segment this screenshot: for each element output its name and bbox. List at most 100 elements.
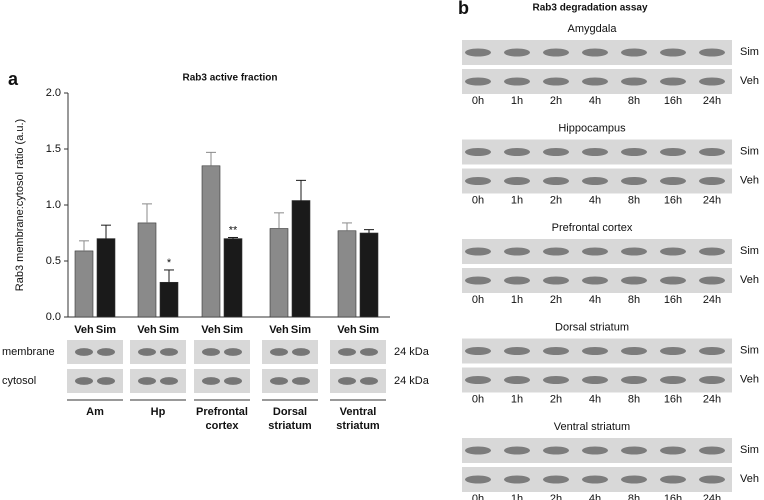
timepoint: 4h	[589, 194, 601, 206]
series-label: Sim	[159, 324, 179, 336]
x-tick-line: Prefrontal	[196, 406, 248, 418]
y-tick-label: 1.0	[46, 199, 61, 211]
timepoint: 2h	[550, 194, 562, 206]
error-bar	[206, 151, 216, 166]
band	[338, 348, 356, 356]
band	[465, 347, 491, 355]
row-label: Veh	[740, 274, 759, 286]
band	[75, 377, 93, 385]
timepoint: 4h	[589, 493, 601, 500]
significance: **	[229, 224, 238, 236]
series-label: Sim	[359, 324, 379, 336]
band	[543, 48, 569, 57]
band	[621, 77, 647, 86]
y-tick-label: 1.5	[46, 143, 61, 155]
band	[582, 347, 608, 355]
band	[543, 347, 569, 355]
band	[504, 148, 530, 156]
x-tick-line: Dorsal	[273, 406, 307, 418]
blot-row-label: membrane	[2, 346, 55, 358]
band	[582, 276, 608, 285]
bar	[291, 200, 311, 318]
x-tick-line: striatum	[268, 420, 312, 432]
band	[582, 376, 608, 384]
band	[465, 177, 491, 185]
band	[621, 247, 647, 256]
timepoint: 1h	[511, 393, 523, 405]
band	[97, 377, 115, 385]
row-label: Sim	[740, 46, 759, 58]
band	[699, 77, 725, 86]
timepoint: 2h	[550, 393, 562, 405]
band	[224, 377, 242, 385]
band	[621, 376, 647, 384]
bar	[223, 238, 243, 318]
band	[465, 148, 491, 156]
x-tick-label: Dorsal striatum	[268, 406, 312, 432]
band	[360, 348, 378, 356]
band	[504, 177, 530, 185]
panel-label: b	[458, 0, 469, 18]
timepoint: 0h	[472, 194, 484, 206]
band	[699, 446, 725, 455]
timepoint: 8h	[628, 294, 640, 306]
band	[621, 276, 647, 285]
band	[660, 276, 686, 285]
band	[270, 377, 288, 385]
band	[543, 247, 569, 256]
band	[699, 48, 725, 57]
timepoint: 16h	[664, 95, 682, 107]
band	[543, 475, 569, 484]
band	[660, 347, 686, 355]
band	[621, 177, 647, 185]
band	[621, 347, 647, 355]
x-tick-label: Am	[86, 406, 104, 418]
band	[202, 348, 220, 356]
band	[582, 446, 608, 455]
y-tick-label: 0.0	[46, 311, 61, 323]
region-title: Prefrontal cortex	[552, 222, 633, 234]
region-title: Ventral striatum	[554, 421, 630, 433]
error-bar	[101, 224, 111, 239]
row-label: Sim	[740, 444, 759, 456]
panel-label: a	[8, 69, 19, 89]
band	[138, 377, 156, 385]
timepoint: 24h	[703, 393, 721, 405]
band	[138, 348, 156, 356]
error-bar	[142, 203, 152, 223]
timepoint: 1h	[511, 493, 523, 500]
band	[621, 148, 647, 156]
band	[543, 446, 569, 455]
row-label: Veh	[740, 373, 759, 385]
band	[75, 348, 93, 356]
series-label: Veh	[137, 324, 157, 336]
row-label: Veh	[740, 75, 759, 87]
band	[660, 446, 686, 455]
band	[582, 475, 608, 484]
band	[582, 177, 608, 185]
x-tick-label: Prefrontal cortex	[196, 406, 248, 432]
band	[660, 77, 686, 86]
error-bar	[296, 179, 306, 201]
timepoint: 24h	[703, 95, 721, 107]
band	[202, 377, 220, 385]
timepoint: 8h	[628, 95, 640, 107]
x-tick-line: Ventral	[340, 406, 377, 418]
band	[504, 376, 530, 384]
series-label: Veh	[74, 324, 94, 336]
timepoint: 0h	[472, 493, 484, 500]
timepoint: 2h	[550, 95, 562, 107]
band	[543, 376, 569, 384]
band	[582, 148, 608, 156]
band	[582, 77, 608, 86]
band	[465, 475, 491, 484]
band	[699, 347, 725, 355]
timepoint: 0h	[472, 294, 484, 306]
band	[270, 348, 288, 356]
timepoint: 16h	[664, 194, 682, 206]
band	[699, 247, 725, 256]
band	[160, 348, 178, 356]
error-bar	[164, 269, 174, 283]
timepoint: 0h	[472, 393, 484, 405]
error-bar	[364, 229, 374, 233]
